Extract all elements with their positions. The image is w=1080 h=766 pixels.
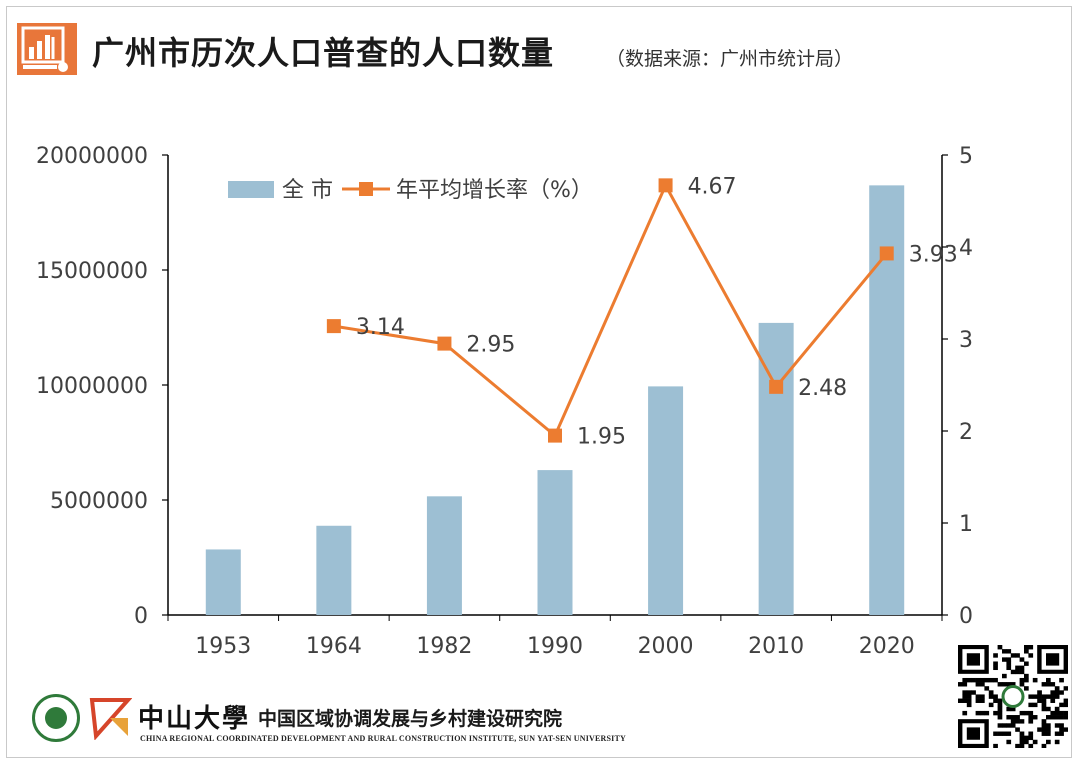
y-right-tick-label: 5	[959, 144, 973, 169]
y-right-tick-label: 2	[959, 420, 973, 445]
university-seal-icon	[32, 694, 80, 742]
line-point	[769, 379, 784, 394]
line-point	[879, 246, 894, 261]
chart: 0 5000000 10000000 15000000 20000000 0 1 2 3 4 5 19…	[36, 144, 973, 659]
line-point	[548, 428, 562, 443]
x-tick-label: 1990	[527, 634, 583, 659]
bar	[426, 496, 462, 615]
x-tick-label: 2020	[859, 634, 915, 659]
figure-frame	[6, 6, 1072, 758]
bar	[316, 525, 352, 615]
data-source: （数据来源：广州市统计局）	[606, 48, 854, 70]
x-tick-label: 1953	[195, 634, 251, 659]
chart-logo-icon	[17, 23, 77, 75]
y-left-tick-label: 0	[134, 604, 148, 629]
legend-bar-swatch	[228, 181, 274, 198]
growth-rate-line	[333, 181, 888, 439]
page-title: 广州市历次人口普查的人口数量	[92, 34, 555, 72]
legend-line-label: 年平均增长率（%）	[396, 178, 593, 203]
line-point	[658, 178, 673, 193]
y-right-tick-label: 3	[959, 328, 973, 353]
bar	[205, 549, 241, 615]
y-left-tick-label: 5000000	[50, 489, 148, 514]
bar	[648, 386, 684, 615]
data-label: 3.14	[356, 315, 405, 340]
x-tick-label: 2000	[638, 634, 694, 659]
bar	[537, 470, 573, 615]
institute-logo-icon	[88, 696, 133, 741]
y-left-tick-label: 15000000	[36, 259, 148, 284]
institute-name-en: CHINA REGIONAL COORDINATED DEVELOPMENT A…	[140, 734, 626, 743]
x-tick-label: 2010	[748, 634, 804, 659]
data-label: 4.67	[688, 174, 737, 199]
legend-bar-label: 全 市	[282, 178, 333, 203]
y-left-tick-label: 10000000	[36, 374, 148, 399]
institute-name: 中国区域协调发展与乡村建设研究院	[258, 708, 563, 730]
line-point	[437, 336, 452, 351]
y-left-tick-label: 20000000	[36, 144, 148, 169]
data-label: 3.93	[909, 242, 958, 267]
legend-line-marker	[359, 182, 373, 196]
y-right-tick-label: 4	[959, 236, 973, 261]
y-right-tick-label: 0	[959, 604, 973, 629]
line-point	[326, 319, 341, 334]
x-tick-label: 1964	[306, 634, 362, 659]
y-right-tick-label: 1	[959, 512, 973, 537]
x-tick-label: 1982	[416, 634, 472, 659]
data-label: 2.95	[466, 333, 515, 358]
qr-code-icon	[958, 645, 1069, 749]
data-label: 1.95	[577, 425, 626, 450]
university-name: 中山大學	[138, 704, 251, 734]
data-label: 2.48	[798, 376, 847, 401]
